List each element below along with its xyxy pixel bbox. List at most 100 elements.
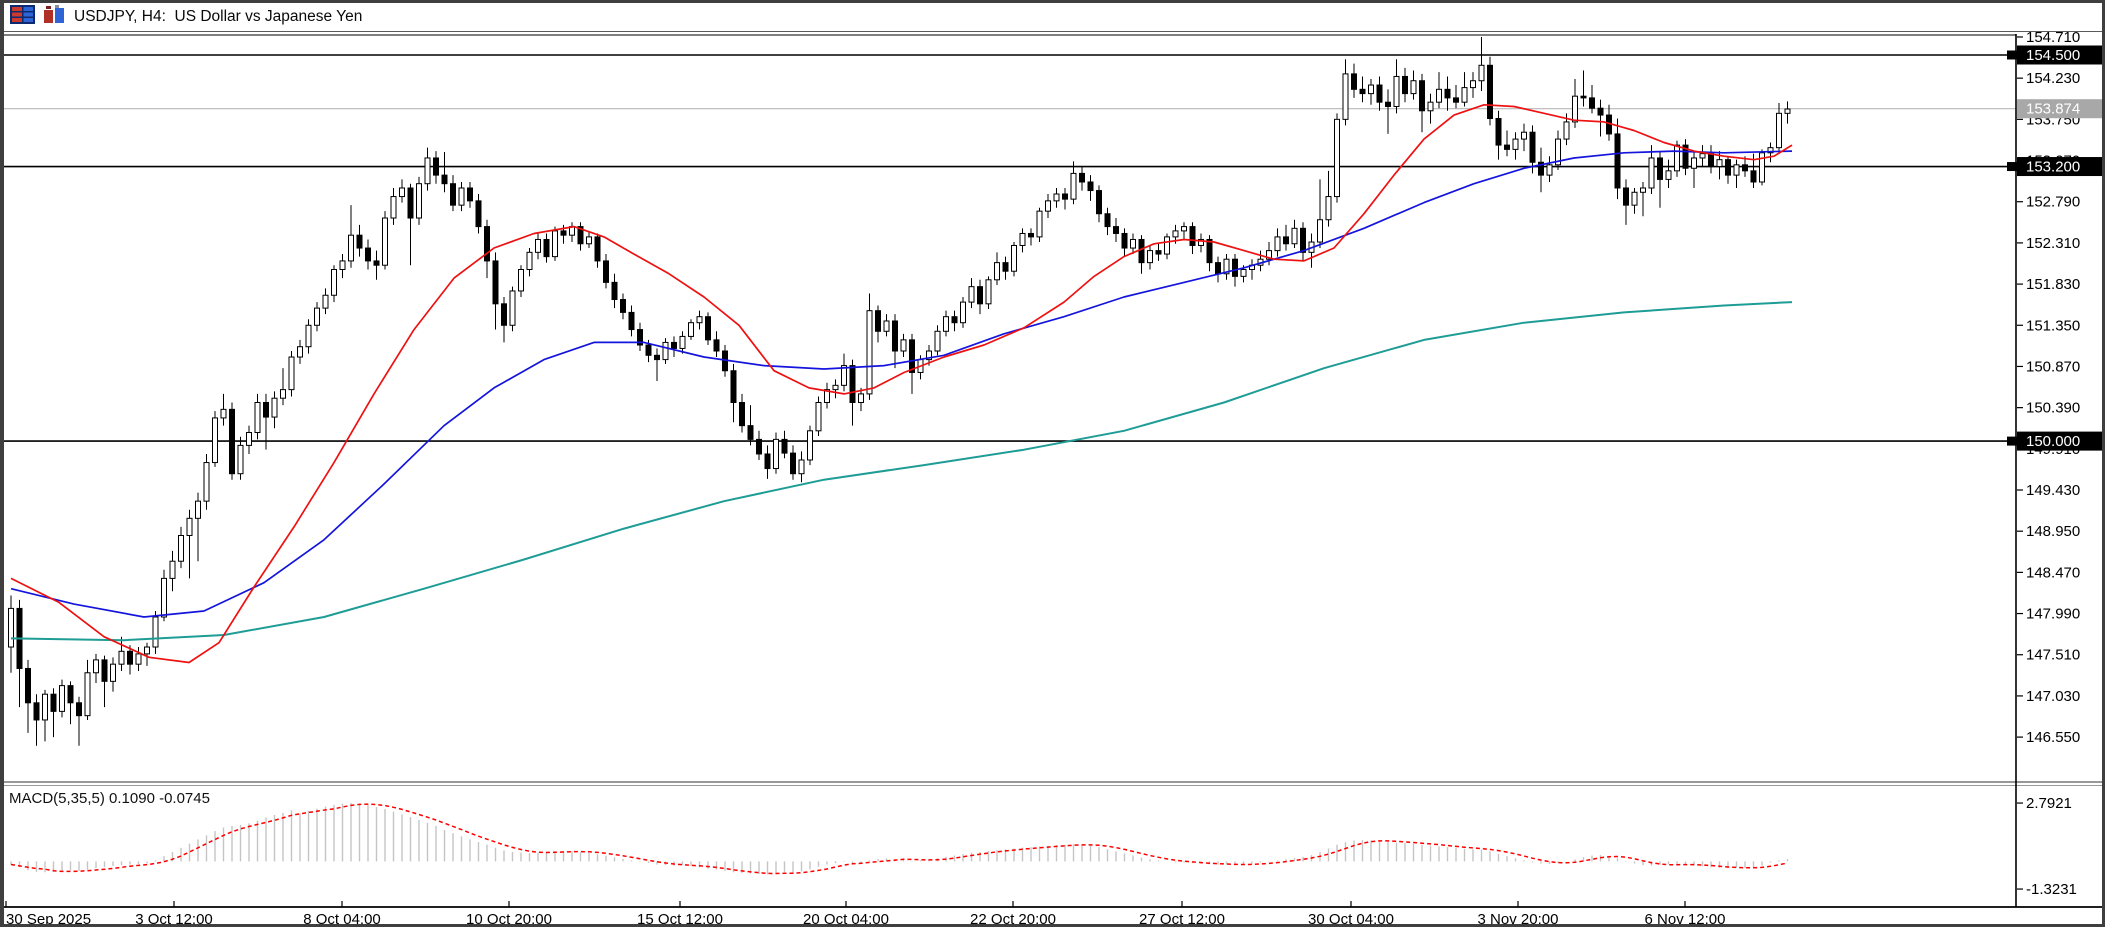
candle-bearish: [1232, 258, 1238, 277]
candle-bearish: [1062, 193, 1068, 200]
candle-bearish: [1215, 262, 1221, 275]
time-axis-label[interactable]: 3 Nov 20:00: [1478, 911, 1559, 927]
level-price-badge: [2017, 157, 2102, 177]
candle-bearish: [790, 452, 796, 475]
candle-bearish: [356, 234, 363, 249]
price-axis-label: 146.550: [2026, 729, 2080, 746]
time-axis-label[interactable]: 8 Oct 04:00: [303, 911, 381, 927]
candle-bullish: [586, 236, 592, 245]
candle-bearish: [713, 339, 720, 352]
candle-bearish: [671, 341, 677, 349]
macd-indicator-label: MACD(5,35,5) 0.1090 -0.0745: [9, 790, 210, 807]
candle-bullish: [960, 301, 966, 324]
candle-bearish: [654, 354, 660, 361]
candle-bearish: [1121, 232, 1128, 249]
price-badge-label: 153.200: [2026, 159, 2080, 176]
candle-bullish: [1648, 157, 1655, 189]
candle-bullish: [815, 401, 822, 432]
level-line-handle[interactable]: [2007, 436, 2017, 446]
candle-bearish: [127, 650, 133, 665]
candle-bullish: [1512, 138, 1519, 150]
price-axis-label: 150.390: [2026, 400, 2080, 417]
level-line-handle[interactable]: [2007, 50, 2017, 60]
candle-bullish: [773, 438, 779, 470]
macd-signal-line: [10, 803, 1788, 875]
price-axis-label: 151.830: [2026, 276, 2080, 293]
time-axis-label[interactable]: 6 Nov 12:00: [1645, 911, 1726, 927]
candle-bullish: [297, 346, 303, 358]
candle-bullish: [186, 517, 193, 536]
time-axis-label[interactable]: 30 Oct 04:00: [1308, 911, 1394, 927]
candle-bearish: [875, 310, 881, 332]
time-axis-label[interactable]: 22 Oct 20:00: [970, 911, 1056, 927]
candle-bullish: [1325, 196, 1332, 221]
price-axis-label: 154.710: [2026, 29, 2080, 46]
candle-bullish: [1317, 219, 1323, 243]
candle-bullish: [832, 384, 839, 391]
candle-bullish: [1640, 187, 1646, 193]
candle-bullish: [1733, 164, 1740, 176]
candle-bullish: [688, 322, 694, 337]
candle-bearish: [67, 685, 74, 704]
candle-bullish: [1130, 238, 1136, 249]
plot-background: [4, 34, 2102, 924]
current-price-badge: [2017, 99, 2102, 119]
time-axis-label[interactable]: 27 Oct 12:00: [1139, 911, 1225, 927]
price-badge-label: 153.874: [2026, 101, 2080, 118]
candle-bullish: [1436, 88, 1442, 103]
candle-bullish: [42, 693, 48, 721]
price-axis-label: 148.470: [2026, 564, 2080, 581]
candle-bullish: [271, 397, 278, 418]
candle-bullish: [1274, 236, 1281, 252]
candle-bullish: [696, 316, 703, 324]
candle-bearish: [1376, 84, 1383, 103]
candle-bearish: [263, 401, 269, 418]
candle-bearish: [781, 438, 788, 454]
candle-bullish: [1691, 157, 1697, 169]
candle-bullish: [1291, 227, 1298, 245]
candle-bullish: [841, 365, 847, 386]
candle-bullish: [1665, 170, 1672, 180]
candle-bullish: [883, 320, 890, 332]
price-chart-canvas[interactable]: MACD(5,35,5) 0.1090 -0.0745 154.710 154.23…: [4, 3, 2105, 927]
candle-bearish: [101, 659, 108, 682]
candle-bearish: [441, 174, 448, 185]
candle-bearish: [594, 236, 601, 262]
candle-bullish: [807, 430, 813, 461]
candle-bullish: [458, 187, 465, 206]
candle-bearish: [1087, 181, 1094, 192]
time-axis-label[interactable]: 10 Oct 20:00: [466, 911, 552, 927]
candle-bullish: [679, 335, 686, 349]
candlestick-chart-icon: [43, 5, 66, 29]
candle-bullish: [8, 607, 14, 648]
price-axis-label: 147.510: [2026, 647, 2080, 664]
candle-bullish: [424, 157, 431, 185]
candle-bullish: [1053, 193, 1060, 202]
candle-bearish: [1138, 238, 1145, 264]
candle-bearish: [1402, 75, 1408, 95]
candle-bullish: [1461, 87, 1468, 103]
candle-bullish: [1266, 250, 1272, 260]
candle-bearish: [373, 260, 380, 266]
price-axis-label: 151.350: [2026, 317, 2080, 334]
time-axis-label[interactable]: 30 Sep 2025: [6, 911, 91, 927]
candle-bullish: [858, 393, 864, 403]
candle-bearish: [849, 365, 856, 403]
macd-axis-label: -1.3231: [2026, 881, 2077, 898]
candle-bullish: [382, 217, 388, 266]
time-axis-label[interactable]: 15 Oct 12:00: [637, 911, 723, 927]
candle-bearish: [603, 260, 609, 283]
macd-axis-label: 2.7921: [2026, 795, 2072, 812]
candle-bearish: [543, 238, 550, 258]
candle-bearish: [909, 339, 915, 373]
ma-mid-blue-line: [10, 150, 1793, 618]
candle-bearish: [1623, 187, 1629, 206]
candle-bullish: [84, 672, 91, 717]
candle-bullish: [288, 356, 295, 391]
time-axis-label[interactable]: 20 Oct 04:00: [803, 911, 889, 927]
time-axis-label[interactable]: 3 Oct 12:00: [135, 911, 213, 927]
candle-bullish: [237, 444, 244, 475]
candle-bullish: [1164, 236, 1170, 255]
level-line-handle[interactable]: [2007, 162, 2017, 172]
candle-bearish: [1104, 213, 1111, 228]
